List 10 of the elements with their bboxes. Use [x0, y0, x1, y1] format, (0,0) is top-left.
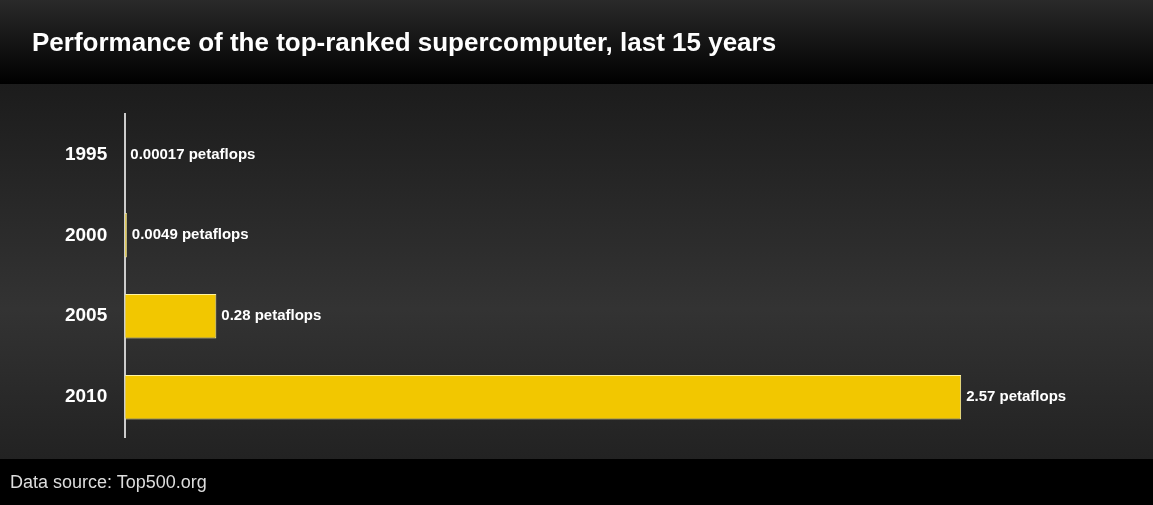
y-tick-label: 2005	[64, 304, 108, 326]
data-label: 0.00017 petaflops	[130, 144, 256, 162]
source-note: Data source: Top500.org	[0, 459, 1153, 505]
y-tick-label: 2000	[64, 223, 108, 245]
data-label: 0.28 petaflops	[221, 306, 322, 324]
chart-title: Performance of the top-ranked supercomputer, last 15 years	[0, 0, 1153, 84]
y-tick-label: 2010	[64, 385, 108, 407]
data-label: 0.0049 petaflops	[131, 225, 249, 243]
data-label: 2.57 petaflops	[966, 387, 1067, 405]
y-tick-label: 1995	[64, 142, 108, 164]
